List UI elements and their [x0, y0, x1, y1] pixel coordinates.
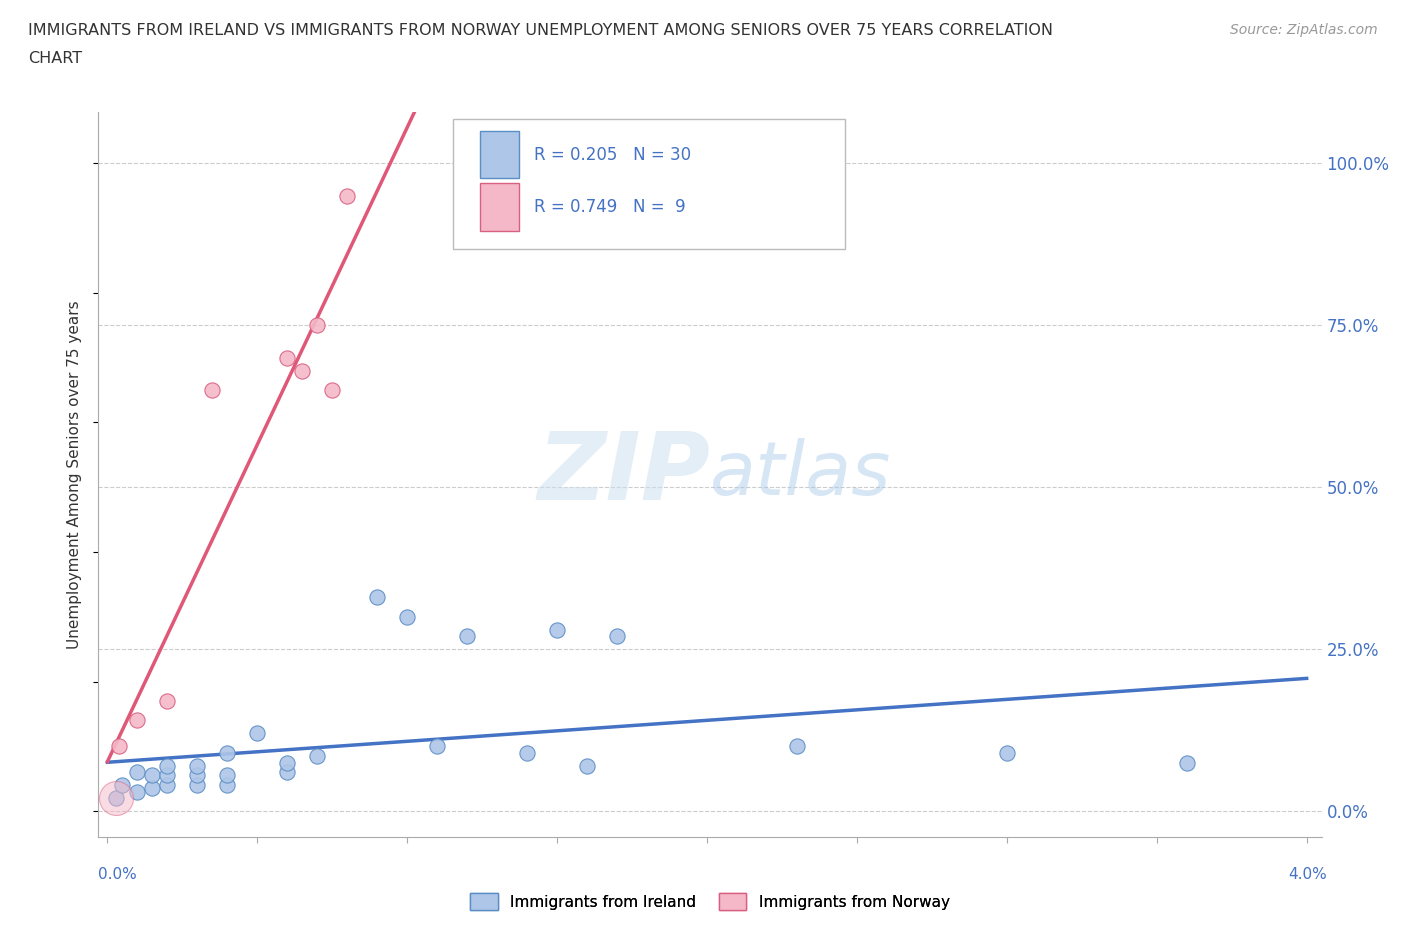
Point — [201, 382, 224, 397]
Point — [321, 382, 343, 397]
Point — [127, 713, 149, 728]
FancyBboxPatch shape — [453, 119, 845, 249]
FancyBboxPatch shape — [479, 183, 519, 231]
Point — [276, 764, 298, 779]
Point — [546, 622, 568, 637]
Text: Source: ZipAtlas.com: Source: ZipAtlas.com — [1230, 23, 1378, 37]
Point — [396, 609, 419, 624]
Point — [307, 749, 329, 764]
Point — [105, 790, 128, 805]
Point — [186, 777, 208, 792]
Text: CHART: CHART — [28, 51, 82, 66]
Point — [336, 189, 359, 204]
Point — [606, 629, 628, 644]
Point — [246, 726, 269, 741]
Point — [186, 758, 208, 773]
Point — [456, 629, 478, 644]
Point — [217, 777, 239, 792]
Point — [217, 768, 239, 783]
Point — [516, 745, 538, 760]
Point — [186, 768, 208, 783]
Point — [217, 745, 239, 760]
Point — [1175, 755, 1198, 770]
Point — [786, 738, 808, 753]
Point — [276, 351, 298, 365]
Point — [127, 784, 149, 799]
Point — [366, 590, 388, 604]
Legend: Immigrants from Ireland, Immigrants from Norway: Immigrants from Ireland, Immigrants from… — [464, 886, 956, 916]
Point — [111, 777, 134, 792]
Point — [291, 364, 314, 379]
Point — [105, 790, 128, 805]
Point — [156, 777, 179, 792]
Point — [156, 694, 179, 709]
Point — [156, 758, 179, 773]
Y-axis label: Unemployment Among Seniors over 75 years: Unemployment Among Seniors over 75 years — [67, 300, 83, 648]
Text: R = 0.205   N = 30: R = 0.205 N = 30 — [534, 146, 690, 164]
Point — [576, 758, 599, 773]
Text: atlas: atlas — [710, 438, 891, 511]
Text: IMMIGRANTS FROM IRELAND VS IMMIGRANTS FROM NORWAY UNEMPLOYMENT AMONG SENIORS OVE: IMMIGRANTS FROM IRELAND VS IMMIGRANTS FR… — [28, 23, 1053, 38]
Point — [276, 755, 298, 770]
Point — [995, 745, 1018, 760]
FancyBboxPatch shape — [479, 131, 519, 179]
Text: 4.0%: 4.0% — [1288, 867, 1327, 882]
Text: R = 0.749   N =  9: R = 0.749 N = 9 — [534, 198, 686, 216]
Point — [108, 738, 131, 753]
Point — [141, 768, 163, 783]
Point — [307, 318, 329, 333]
Point — [156, 768, 179, 783]
Text: 0.0%: 0.0% — [98, 867, 138, 882]
Point — [141, 781, 163, 796]
Point — [426, 738, 449, 753]
Text: ZIP: ZIP — [537, 429, 710, 520]
Point — [127, 764, 149, 779]
